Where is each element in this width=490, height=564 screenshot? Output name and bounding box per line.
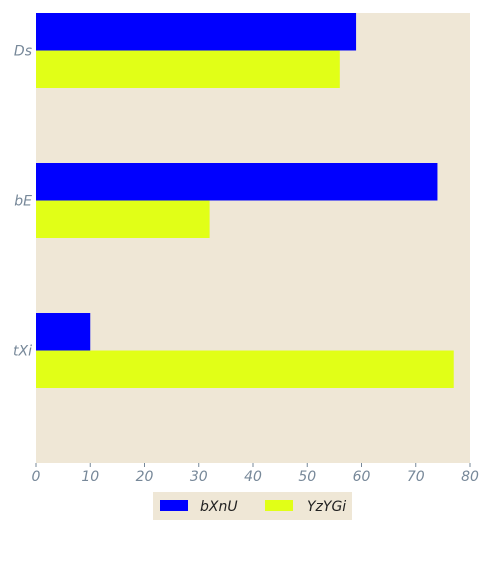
legend-label-YzYGi: YzYGi xyxy=(307,499,346,515)
bars-group xyxy=(36,13,454,388)
x-tick-label-80: 80 xyxy=(461,469,479,485)
x-tick-label-70: 70 xyxy=(407,469,425,485)
bar-YzYGi-bE xyxy=(36,200,210,238)
x-tick-label-0: 0 xyxy=(32,469,41,485)
bar-YzYGi-Ds xyxy=(36,50,340,88)
bar-bXnU-Ds xyxy=(36,13,357,51)
x-tick-label-50: 50 xyxy=(298,469,316,485)
bar-YzYGi-tXi xyxy=(36,350,454,388)
x-tick-label-10: 10 xyxy=(81,469,99,485)
y-axis-tick-labels: Ds bE tXi xyxy=(13,44,32,360)
bar-bXnU-bE xyxy=(36,163,438,201)
legend-swatch-bXnU xyxy=(160,500,188,511)
legend-label-bXnU: bXnU xyxy=(200,499,238,515)
x-axis-ticks: 0 10 20 30 40 50 60 70 80 xyxy=(32,463,479,485)
bar-bXnU-tXi xyxy=(36,313,91,351)
legend: bXnU YzYGi xyxy=(153,492,352,520)
x-tick-label-40: 40 xyxy=(244,469,262,485)
x-tick-label-20: 20 xyxy=(136,469,154,485)
y-tick-label-bE: bE xyxy=(14,194,32,210)
y-tick-label-tXi: tXi xyxy=(13,344,32,360)
legend-swatch-YzYGi xyxy=(265,500,293,511)
y-tick-label-Ds: Ds xyxy=(14,44,32,60)
x-tick-label-30: 30 xyxy=(190,469,208,485)
x-tick-label-60: 60 xyxy=(353,469,371,485)
